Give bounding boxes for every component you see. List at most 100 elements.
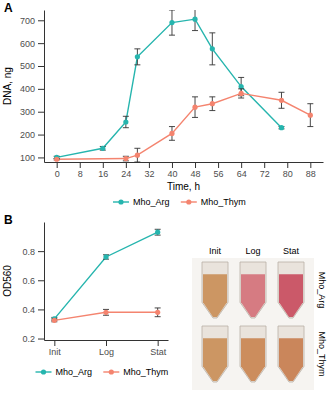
plot-area [54,10,314,162]
y-tick-mark [38,251,44,252]
data-point [54,157,59,162]
x-tick: 64 [237,162,247,179]
data-point [239,84,244,89]
error-bar [192,97,198,118]
legend-marker [109,369,114,374]
x-tick-label: 64 [237,169,247,179]
x-tick-mark [149,162,150,168]
y-axis-line [44,223,45,341]
series-line [57,93,311,159]
x-tick-mark [103,162,104,168]
photo-row-label: Mho_Thym [317,331,327,376]
y-axis-line [44,11,45,163]
x-axis-line [45,162,324,163]
x-tick-label: 40 [167,169,177,179]
tube-liquid [241,274,265,317]
x-tick-label: 32 [144,169,154,179]
y-tick-label: 400 [20,84,35,94]
panel-label: B [4,213,13,227]
x-tick: Stat [150,340,167,357]
y-tick: 0.2 [22,334,44,344]
x-tick: 16 [98,162,108,179]
y-tick: 400 [20,84,44,94]
tube [278,326,304,382]
legend-marker [41,369,46,374]
x-tick-mark [218,162,219,168]
photo-column-label: Init [209,246,222,256]
x-axis: 0816243240485664728088 [45,162,324,179]
y-tick-label: 0.8 [22,247,35,257]
data-point [279,125,284,130]
series-line [57,19,282,157]
y-tick: 600 [20,39,44,49]
data-point [308,113,313,118]
x-tick-label: 0 [55,169,60,179]
error-bar [134,148,140,162]
data-point [135,153,140,158]
x-tick-mark [158,340,159,346]
y-tick-mark [38,43,44,44]
figure: 0816243240485664728088100200300400500600… [0,0,333,400]
error-bar [169,127,175,141]
y-tick-label: 600 [20,39,35,49]
x-tick-label: 56 [214,169,224,179]
tube [240,262,266,318]
data-point [52,318,57,323]
x-tick: Init [49,340,62,357]
tube [202,326,228,382]
y-axis: 0.2 0.4 0.6 0.8 [22,223,44,344]
y-tick-label: 0.4 [22,305,35,315]
legend-item: Mho_Arg [113,197,170,207]
error-bar [155,308,161,317]
tube-liquid [279,274,303,317]
x-tick: 8 [78,162,83,179]
y-tick: 0.6 [22,276,44,286]
series-line [54,232,157,319]
data-point [103,254,108,259]
photo: Mho_ArgMho_ThymInitLogStat [192,246,327,390]
error-bar [103,309,109,315]
x-tick: 40 [167,162,177,179]
x-tick-mark [80,162,81,168]
data-point [210,46,215,51]
data-point [103,310,108,315]
x-tick: 24 [121,162,131,179]
y-tick-mark [38,112,44,113]
tube [240,326,266,382]
data-point [169,131,174,136]
y-tick-label: 500 [20,61,35,71]
y-tick: 0.8 [22,247,44,257]
photo-column-label: Stat [283,246,300,256]
x-tick-label: 48 [191,169,201,179]
x-tick: 88 [306,162,316,179]
tube [278,262,304,318]
y-tick-label: 100 [20,153,35,163]
y-axis: 100200300400500600700 [20,11,45,163]
legend-marker [186,199,191,204]
x-tick-label: Init [49,347,62,357]
x-tick: 80 [283,162,293,179]
panel: InitLogStat0.20.40.60.8 [22,223,168,358]
y-tick-mark [38,89,44,90]
data-point [239,91,244,96]
legend: Mho_ArgMho_Thym [113,197,246,207]
panel: 0816243240485664728088100200300400500600… [20,8,324,180]
x-tick-mark [106,340,107,346]
data-point [210,101,215,106]
x-tick: 0 [55,162,60,179]
error-bar [238,77,244,95]
y-tick-mark [38,20,44,21]
y-tick-mark [38,66,44,67]
x-tick-mark [172,162,173,168]
y-tick-mark [38,157,44,158]
panel-label: A [4,1,13,15]
x-tick-mark [195,162,196,168]
error-bar [100,146,106,150]
photo-column-label: Log [245,246,260,256]
error-bar [209,97,215,111]
x-tick-mark [54,340,55,346]
error-bar [278,92,284,108]
y-tick: 200 [20,130,44,140]
x-tick: 56 [214,162,224,179]
error-bar [103,255,109,259]
